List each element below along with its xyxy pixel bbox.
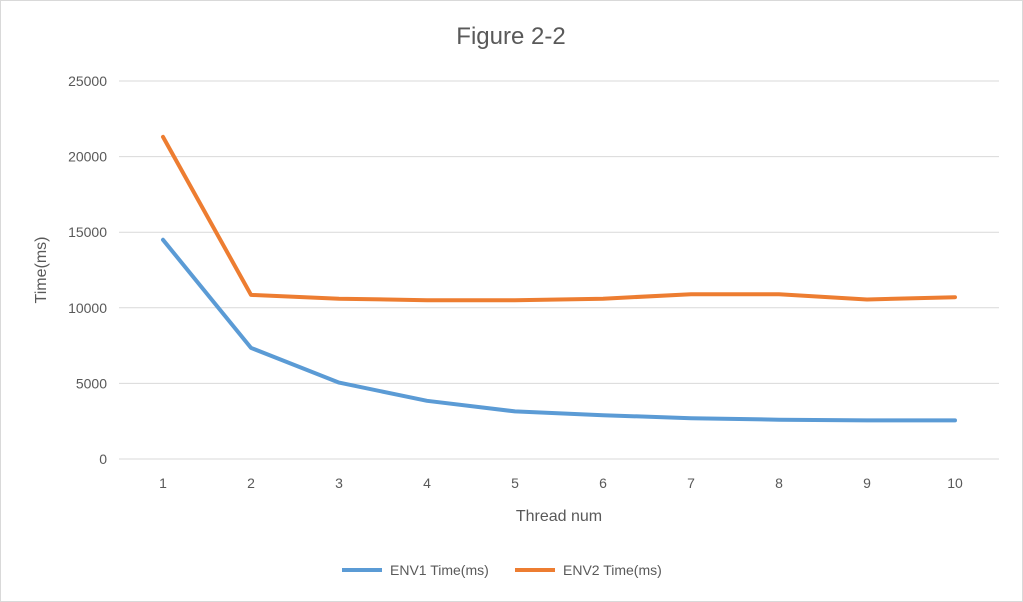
legend-label-env2: ENV2 Time(ms) <box>563 562 662 578</box>
y-tick-label: 0 <box>99 451 107 467</box>
y-tick-label: 5000 <box>76 375 107 391</box>
y-axis-ticks: 0 5000 10000 15000 20000 25000 <box>68 73 107 467</box>
gridlines <box>119 80 999 460</box>
x-axis-label: Thread num <box>516 508 602 525</box>
chart-title: Figure 2-2 <box>456 23 565 50</box>
y-tick-label: 10000 <box>68 300 107 316</box>
x-tick-label: 6 <box>599 475 607 491</box>
series-line-env1 <box>161 237 957 423</box>
x-tick-label: 8 <box>775 475 783 491</box>
x-tick-label: 4 <box>423 475 431 491</box>
x-tick-label: 9 <box>863 475 871 491</box>
series-lines <box>161 134 957 423</box>
x-tick-label: 5 <box>511 475 519 491</box>
x-tick-label: 7 <box>687 475 695 491</box>
legend-label-env1: ENV1 Time(ms) <box>390 562 489 578</box>
x-tick-label: 3 <box>335 475 343 491</box>
x-tick-label: 10 <box>947 475 963 491</box>
y-axis-label: Time(ms) <box>33 237 50 304</box>
x-tick-label: 2 <box>247 475 255 491</box>
legend: ENV1 Time(ms) ENV2 Time(ms) <box>342 562 662 578</box>
series-line-env2 <box>161 134 957 303</box>
y-tick-label: 20000 <box>68 149 107 165</box>
y-tick-label: 25000 <box>68 73 107 89</box>
x-axis-ticks: 1 2 3 4 5 6 7 8 9 10 <box>159 475 963 491</box>
y-tick-label: 15000 <box>68 224 107 240</box>
x-tick-label: 1 <box>159 475 167 491</box>
